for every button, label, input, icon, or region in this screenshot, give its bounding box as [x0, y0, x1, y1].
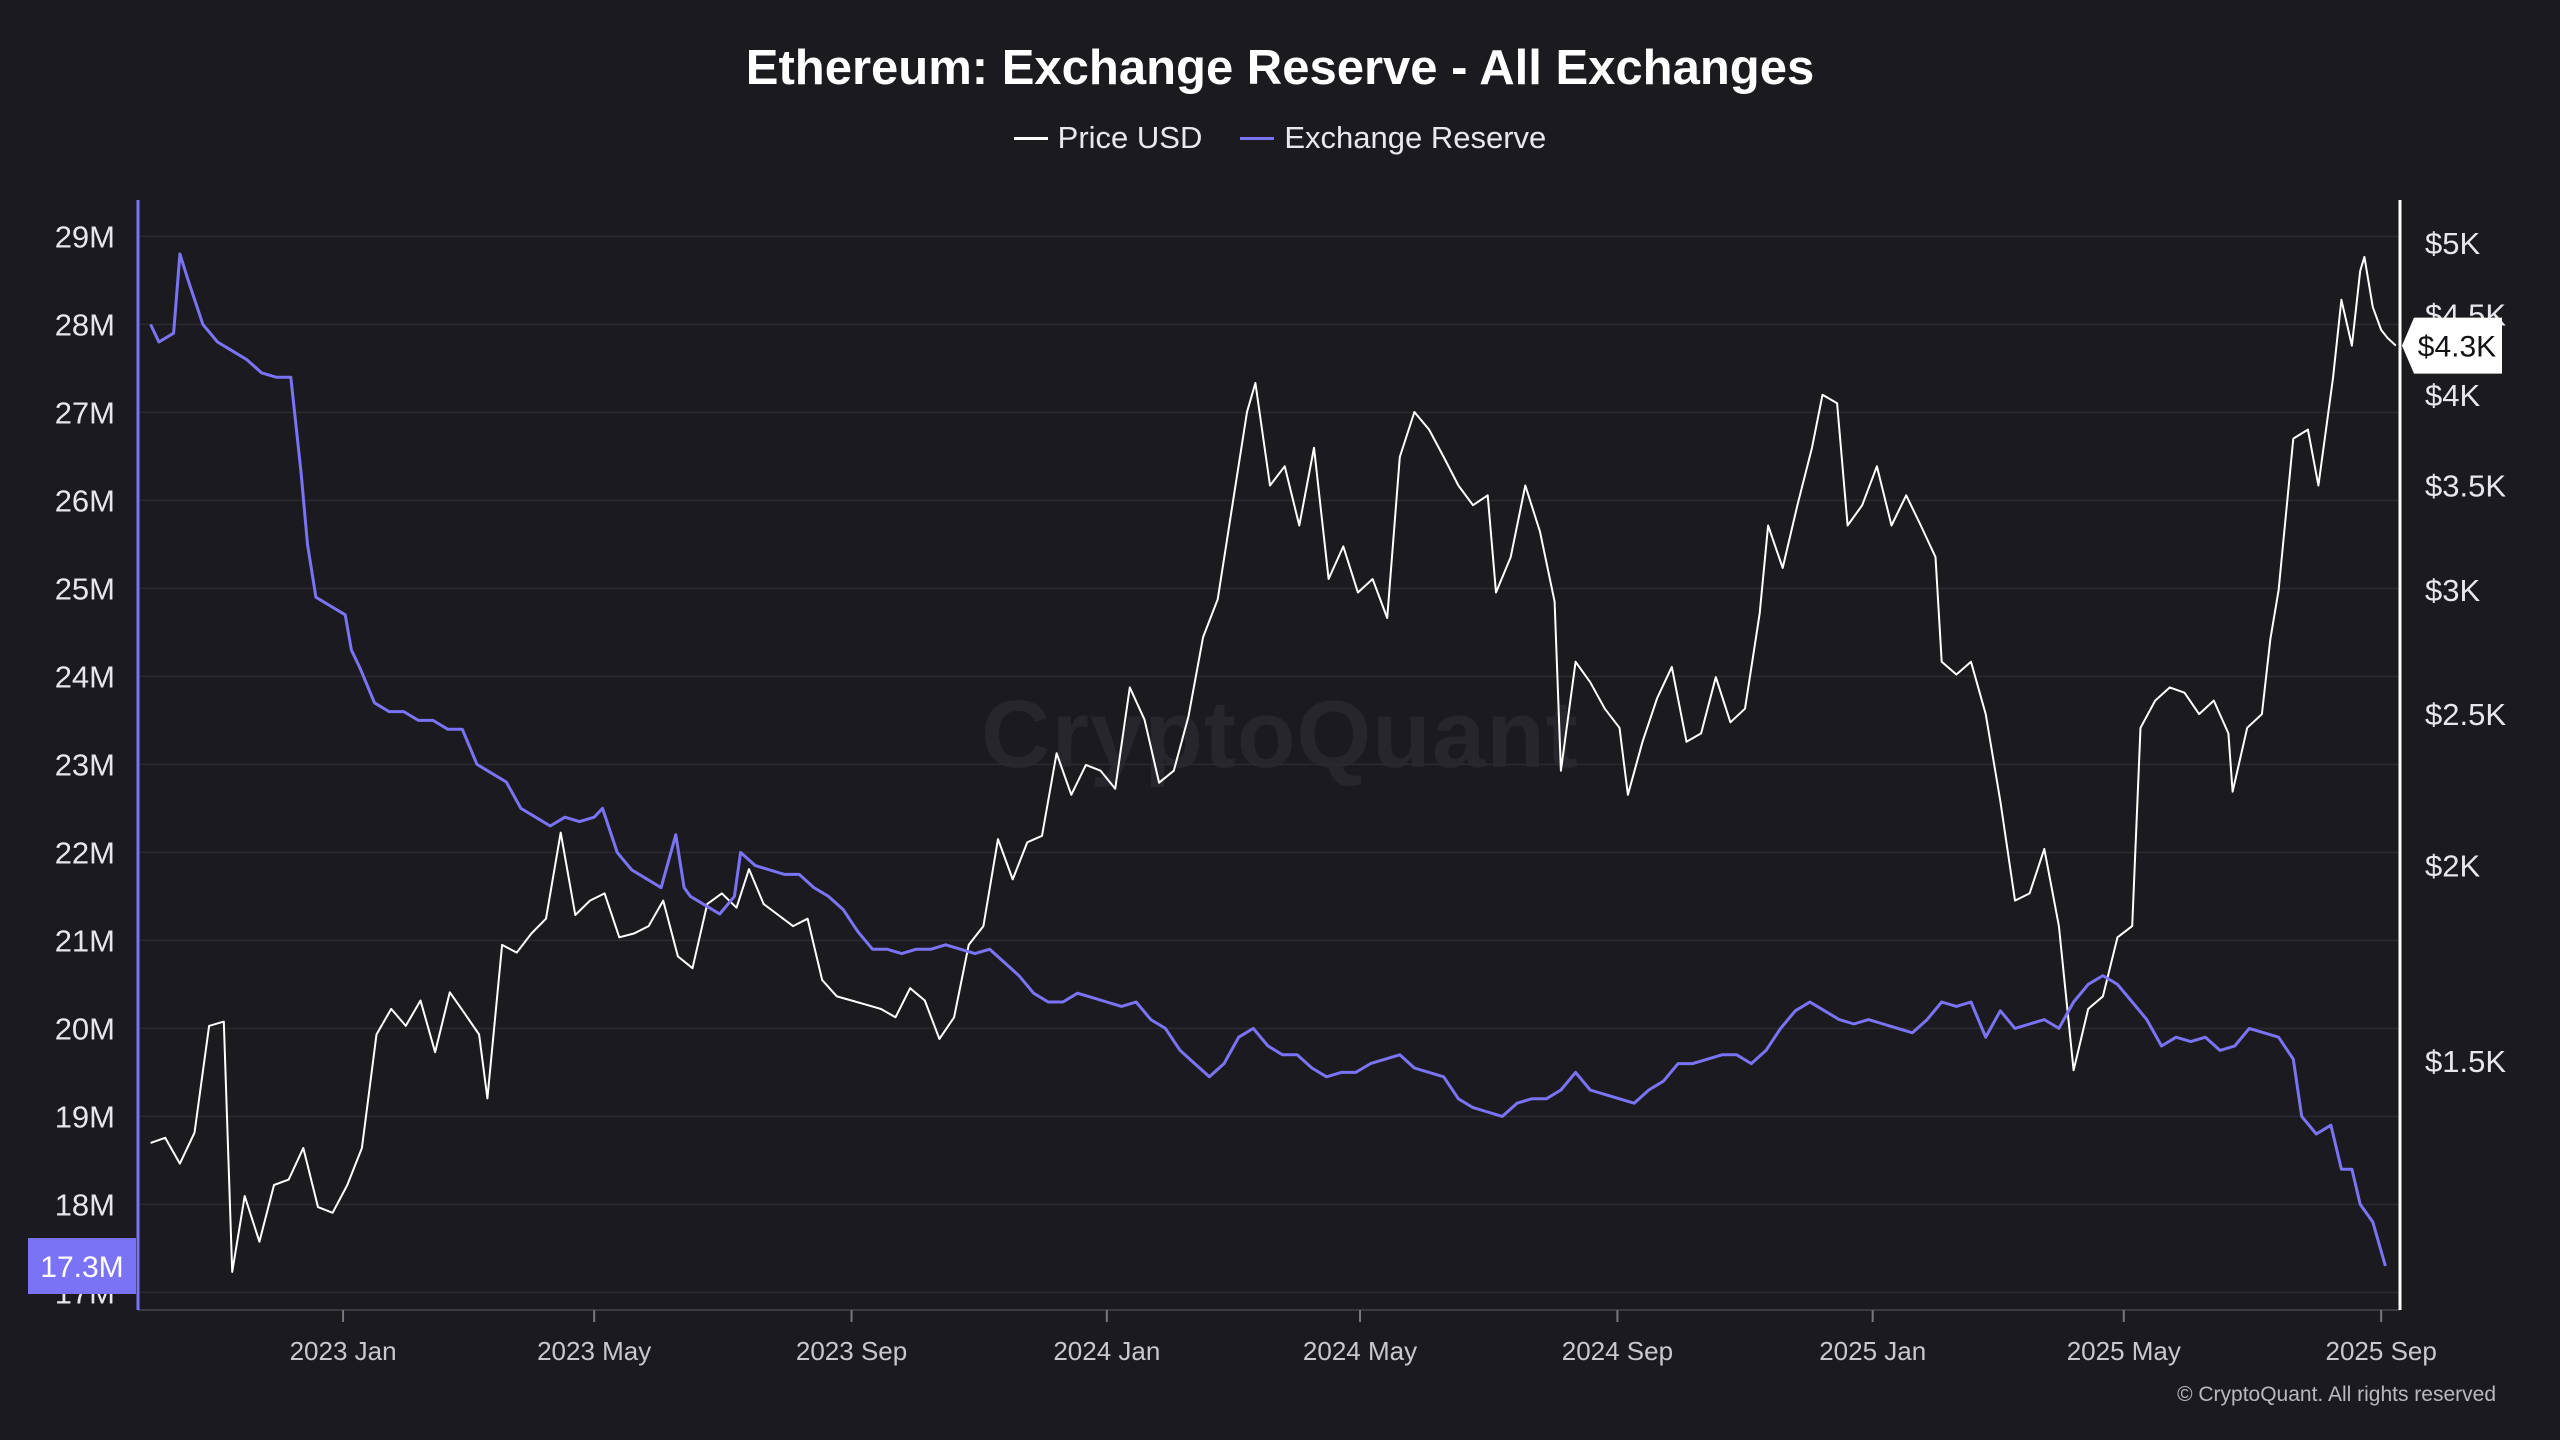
- legend-swatch-price: [1013, 136, 1048, 140]
- exchange-reserve-line: [149, 252, 2387, 1267]
- y-right-tick-label: $3.5K: [2425, 468, 2506, 503]
- x-tick-label: 2025 Jan: [1819, 1336, 1926, 1366]
- legend-label-reserve: Exchange Reserve: [1284, 120, 1547, 155]
- value-badges: 17.3M $4.3K: [28, 317, 2502, 1294]
- y-left-tick-label: 19M: [55, 1099, 115, 1134]
- y-right-tick-label: $2K: [2425, 849, 2480, 884]
- y-right-tick-label: $5K: [2425, 226, 2480, 261]
- y-left-tick-label: 27M: [55, 395, 115, 430]
- legend-label-price: Price USD: [1057, 120, 1203, 155]
- x-tick-label: 2024 Sep: [1562, 1336, 1673, 1366]
- axes: [136, 200, 2402, 1322]
- y-left-tick-label: 25M: [55, 571, 115, 606]
- y-left-tick-label: 20M: [55, 1011, 115, 1046]
- y-left-tick-label: 21M: [55, 923, 115, 958]
- legend-item-reserve[interactable]: Exchange Reserve: [1240, 120, 1546, 156]
- price-current-badge: [2402, 317, 2502, 374]
- y-left-tick-label: 18M: [55, 1187, 115, 1222]
- x-tick-label: 2024 Jan: [1053, 1336, 1160, 1366]
- legend-item-price[interactable]: Price USD: [1013, 120, 1203, 156]
- reserve-current-value: 17.3M: [40, 1251, 123, 1284]
- reserve-current-badge: [28, 1238, 136, 1294]
- legend: Price USD Exchange Reserve: [0, 120, 2560, 156]
- y-left-tick-label: 29M: [55, 219, 115, 254]
- y-right-tick-label: $2.5K: [2425, 697, 2506, 732]
- y-left-tick-label: 26M: [55, 483, 115, 518]
- grid-lines: [138, 235, 2400, 1294]
- legend-swatch-reserve: [1240, 136, 1275, 140]
- y-right-tick-label: $1.5K: [2425, 1044, 2506, 1079]
- x-tick-label: 2023 Jan: [290, 1336, 397, 1366]
- price-usd-line: [150, 255, 2397, 1273]
- x-tick-label: 2023 May: [537, 1336, 651, 1366]
- copyright-text: © CryptoQuant. All rights reserved: [2177, 1383, 2496, 1406]
- y-right-tick-label: $3K: [2425, 573, 2480, 608]
- x-tick-label: 2024 May: [1303, 1336, 1417, 1366]
- chart-title: Ethereum: Exchange Reserve - All Exchang…: [745, 41, 1815, 95]
- x-tick-label: 2025 May: [2067, 1336, 2181, 1366]
- price-current-value: $4.3K: [2418, 331, 2496, 364]
- y-right-tick-label: $4K: [2425, 378, 2480, 413]
- y-left-tick-label: 24M: [55, 659, 115, 694]
- x-tick-label: 2025 Sep: [2326, 1336, 2437, 1366]
- y-left-tick-label: 22M: [55, 835, 115, 870]
- watermark: CryptoQuant: [981, 681, 1579, 788]
- x-tick-label: 2023 Sep: [796, 1336, 907, 1366]
- y-left-tick-label: 28M: [55, 307, 115, 342]
- series: [149, 252, 2397, 1273]
- y-left-tick-label: 23M: [55, 747, 115, 782]
